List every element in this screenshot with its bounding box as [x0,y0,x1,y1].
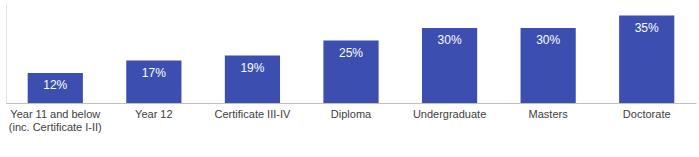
x-tick-label-line: Diploma [331,108,372,120]
data-label: 17% [142,66,166,80]
x-tick-label: Year 11 and below(inc. Certificate I-II) [9,108,102,133]
x-tick-label-line: Year 12 [135,108,173,120]
x-tick-label-line: Masters [529,108,569,120]
x-tick: Doctorate [623,108,671,120]
x-tick-label: Diploma [331,108,372,120]
bar [28,73,83,103]
x-tick: Diploma [331,108,372,120]
x-tick-label: Certificate III-IV [215,108,291,120]
x-tick-label-line: Undergraduate [413,108,486,120]
bar [619,16,674,104]
bar [323,41,378,104]
x-tick: Year 11 and below(inc. Certificate I-II) [9,108,102,133]
bar [225,56,280,104]
x-tick-label-line: Year 11 and below [10,108,100,120]
bar [422,28,477,103]
x-axis-line [7,103,697,104]
data-label: 25% [339,46,363,60]
bar [126,61,181,104]
x-tick: Year 12 [135,108,173,120]
y-axis [6,4,7,104]
bars [28,16,675,104]
data-labels: 12% 17% 19% 25% 30% 30% 35% [43,21,659,93]
bar [521,28,576,103]
x-tick-label: Year 12 [135,108,173,120]
data-label: 12% [43,78,67,92]
data-label: 19% [240,61,264,75]
x-tick-label-line: Doctorate [623,108,671,120]
chart: Year 11 and below(inc. Certificate I-II)… [0,0,699,157]
x-tick: Masters [529,108,569,120]
x-tick-label: Masters [529,108,569,120]
data-label: 35% [635,21,659,35]
data-label: 30% [438,33,462,47]
x-tick: Certificate III-IV [215,108,291,120]
chart-container: Year 11 and below(inc. Certificate I-II)… [0,0,699,157]
x-tick-label: Doctorate [623,108,671,120]
data-label: 30% [536,33,560,47]
x-tick-label: Undergraduate [413,108,486,120]
x-tick-label-line: Certificate III-IV [215,108,291,120]
y-axis-line [6,4,7,104]
x-tick-label-line: (inc. Certificate I-II) [9,121,102,133]
x-tick: Undergraduate [413,108,486,120]
x-axis: Year 11 and below(inc. Certificate I-II)… [7,104,697,134]
